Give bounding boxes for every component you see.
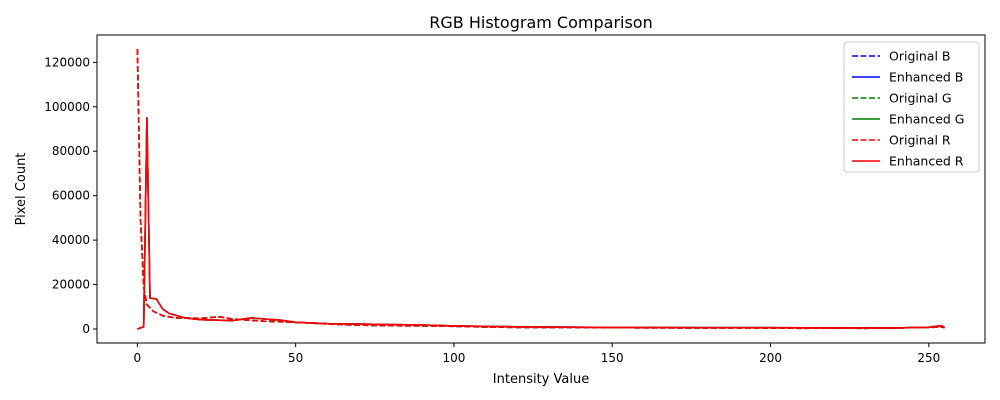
x-tick-label: 50 bbox=[288, 351, 303, 365]
y-tick-label: 0 bbox=[82, 322, 90, 336]
legend-label: Enhanced G bbox=[889, 112, 964, 127]
x-axis-ticks: 0 50 100 150 200 250 bbox=[134, 343, 940, 365]
y-axis-label: Pixel Count bbox=[14, 153, 29, 226]
legend-label: Original R bbox=[889, 133, 951, 148]
legend-label: Original G bbox=[889, 91, 952, 106]
legend-label: Original B bbox=[889, 49, 950, 64]
y-tick-label: 40000 bbox=[52, 233, 90, 247]
series-line-enhanced-r bbox=[137, 117, 946, 330]
y-tick-label: 100000 bbox=[44, 100, 90, 114]
x-axis-label: Intensity Value bbox=[493, 372, 589, 387]
y-tick-label: 120000 bbox=[44, 55, 90, 69]
y-tick-label: 20000 bbox=[52, 278, 90, 292]
legend: Original B Enhanced B Original G Enhanced G… bbox=[843, 41, 980, 173]
x-tick-label: 250 bbox=[917, 351, 940, 365]
x-tick-label: 0 bbox=[134, 351, 142, 365]
y-tick-label: 60000 bbox=[52, 189, 90, 203]
chart-title: RGB Histogram Comparison bbox=[429, 13, 652, 32]
y-tick-label: 80000 bbox=[52, 144, 90, 158]
plot-lines bbox=[136, 48, 946, 330]
x-tick-label: 150 bbox=[601, 351, 624, 365]
legend-label: Enhanced R bbox=[889, 154, 964, 169]
plot-frame bbox=[96, 34, 986, 344]
legend-label: Enhanced B bbox=[889, 70, 963, 85]
y-axis-ticks: 0 20000 40000 60000 80000 100000 120000 bbox=[44, 55, 97, 336]
x-tick-label: 200 bbox=[759, 351, 782, 365]
x-tick-label: 100 bbox=[442, 351, 465, 365]
